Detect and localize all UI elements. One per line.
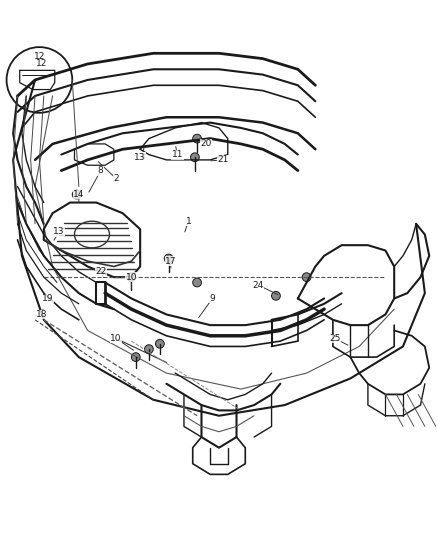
Text: 13: 13 — [53, 228, 65, 236]
Circle shape — [193, 134, 201, 143]
Text: 17: 17 — [165, 257, 177, 265]
Circle shape — [127, 273, 136, 281]
Text: 1: 1 — [185, 217, 191, 225]
Circle shape — [155, 340, 164, 348]
Circle shape — [145, 345, 153, 353]
Text: 20: 20 — [200, 140, 212, 148]
Text: 22: 22 — [95, 268, 106, 276]
Text: 12: 12 — [34, 52, 45, 61]
Circle shape — [131, 353, 140, 361]
Text: 12: 12 — [36, 60, 47, 68]
Text: 3: 3 — [139, 153, 145, 161]
Text: 11: 11 — [172, 150, 183, 159]
Text: 21: 21 — [218, 156, 229, 164]
Text: 18: 18 — [36, 310, 47, 319]
Text: 9: 9 — [209, 294, 215, 303]
Text: 13: 13 — [134, 153, 146, 161]
Text: 25: 25 — [329, 334, 341, 343]
Text: 10: 10 — [126, 273, 137, 281]
Text: 8: 8 — [98, 166, 104, 175]
Text: 10: 10 — [110, 334, 122, 343]
Circle shape — [164, 254, 173, 263]
Text: 24: 24 — [253, 281, 264, 289]
Text: 2: 2 — [113, 174, 119, 183]
Circle shape — [72, 190, 81, 199]
Circle shape — [272, 292, 280, 300]
Circle shape — [193, 278, 201, 287]
Text: 14: 14 — [73, 190, 85, 199]
Circle shape — [302, 273, 311, 281]
Text: 19: 19 — [42, 294, 54, 303]
Circle shape — [191, 153, 199, 161]
